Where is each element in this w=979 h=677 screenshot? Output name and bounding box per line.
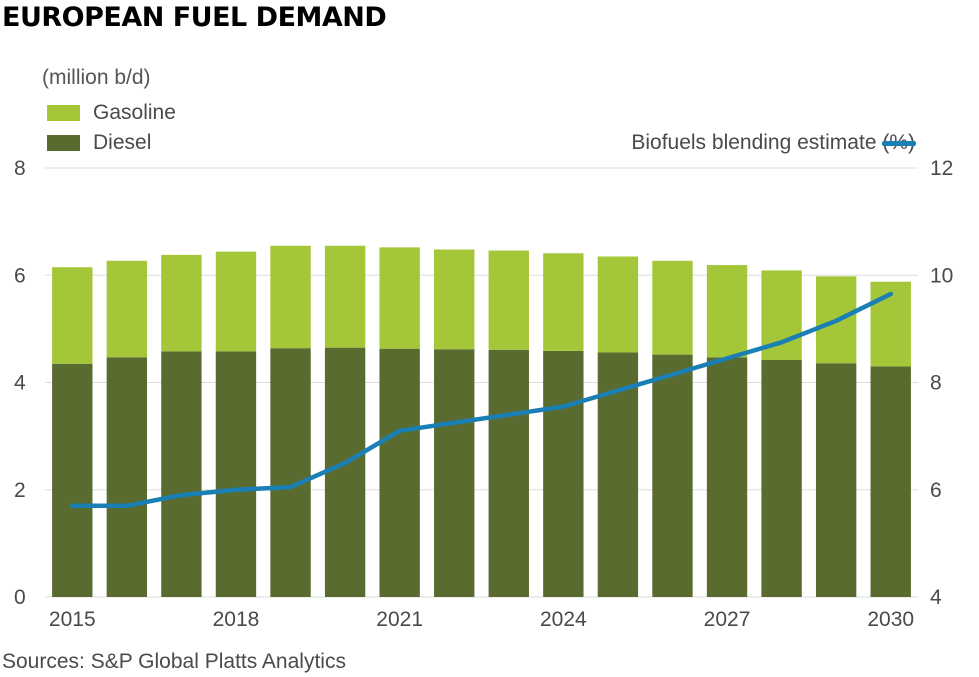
gasoline-bar [106, 260, 148, 358]
legend-diesel: Diesel [47, 131, 151, 155]
y-left-tick-label: 4 [14, 372, 26, 395]
x-tick-label: 2030 [867, 608, 914, 631]
y-right-tick-label: 12 [930, 157, 953, 180]
legend-gasoline: Gasoline [47, 101, 176, 125]
diesel-bar [379, 348, 420, 597]
diesel-bar [161, 351, 202, 597]
x-tick-label: 2015 [49, 608, 96, 631]
gasoline-bar [161, 254, 202, 352]
legend-gasoline-label: Gasoline [93, 101, 176, 124]
diesel-bar [870, 366, 911, 597]
legend-diesel-label: Diesel [93, 131, 152, 154]
diesel-bar [706, 357, 748, 597]
diesel-swatch [47, 135, 80, 151]
gasoline-bar [215, 251, 257, 352]
source-note: Sources: S&P Global Platts Analytics [2, 650, 346, 673]
y-right-tick-label: 8 [930, 372, 942, 395]
y-left-tick-label: 2 [14, 479, 26, 502]
y-right-tick-label: 4 [930, 586, 942, 609]
diesel-bar [652, 354, 693, 597]
gasoline-bar [379, 247, 420, 349]
diesel-bar [815, 363, 857, 597]
gasoline-bar [488, 250, 529, 350]
unit-label: (million b/d) [42, 66, 151, 89]
gasoline-bar [597, 256, 639, 353]
gasoline-bar [270, 245, 311, 349]
legend-biofuels-label: Biofuels blending estimate (%) [631, 131, 915, 154]
biofuels-line [70, 291, 893, 509]
diesel-bar [543, 350, 584, 597]
y-right-tick-label: 10 [930, 264, 953, 287]
gasoline-bar [543, 253, 584, 351]
x-tick-label: 2018 [213, 608, 260, 631]
x-tick-label: 2027 [704, 608, 751, 631]
gasoline-swatch [47, 105, 80, 121]
chart-title: EUROPEAN FUEL DEMAND [2, 2, 387, 33]
gasoline-bar [52, 267, 93, 364]
x-tick-label: 2021 [376, 608, 423, 631]
y-left-tick-label: 8 [14, 157, 26, 180]
y-left-tick-label: 0 [14, 586, 26, 609]
x-tick-label: 2024 [540, 608, 587, 631]
diesel-bar [761, 359, 802, 597]
diesel-bar [488, 349, 529, 597]
gasoline-bar [324, 245, 366, 348]
diesel-bar [215, 351, 257, 597]
gasoline-bar [434, 249, 475, 350]
diesel-bar [434, 349, 475, 597]
diesel-bar [52, 363, 93, 597]
y-right-tick-label: 6 [930, 479, 942, 502]
diesel-bar [270, 348, 311, 597]
gasoline-bar [652, 260, 693, 355]
gasoline-bar [706, 265, 748, 358]
legend-biofuels-line [882, 141, 916, 146]
diesel-bar [106, 357, 148, 597]
y-left-tick-label: 6 [14, 264, 26, 287]
diesel-bar [324, 347, 366, 597]
